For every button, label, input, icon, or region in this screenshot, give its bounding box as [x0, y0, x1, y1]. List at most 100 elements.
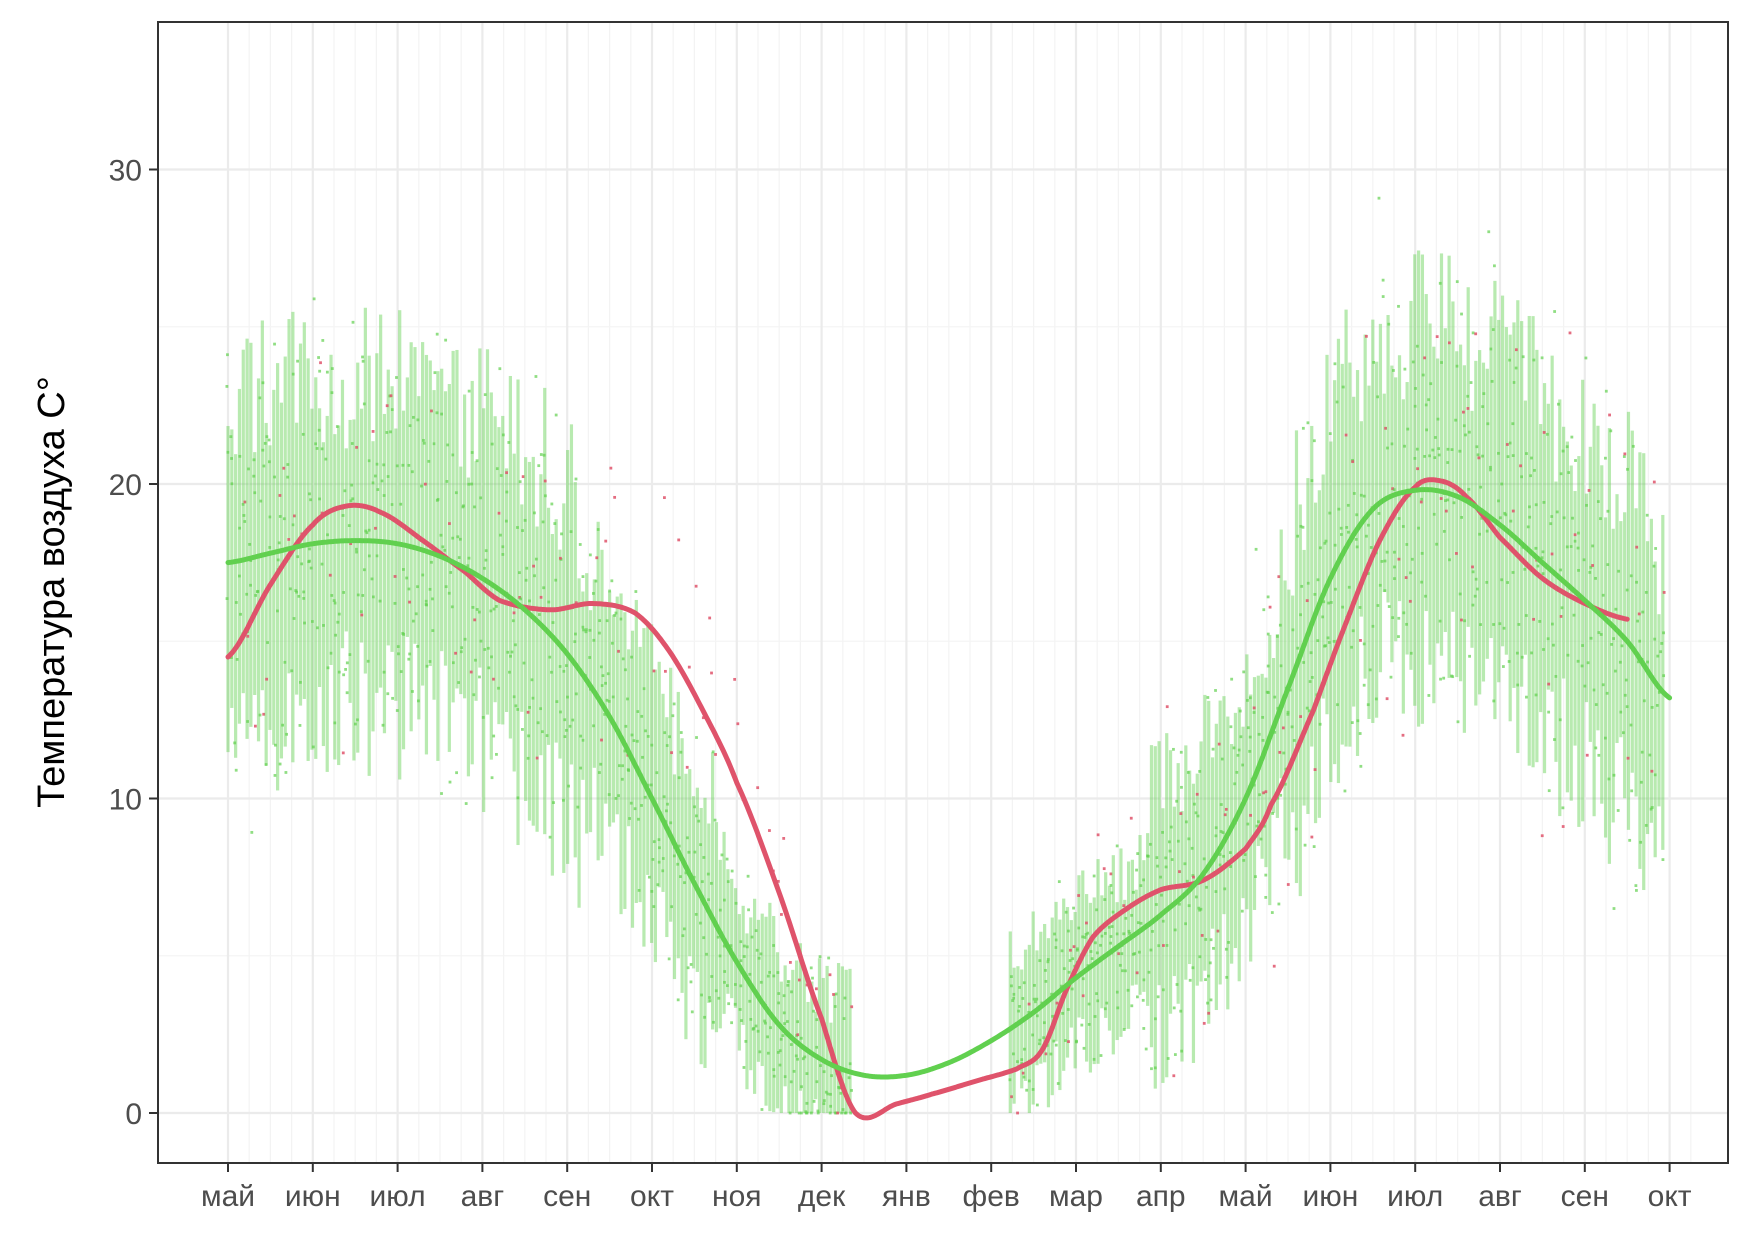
scatter-point [547, 600, 551, 604]
scatter-point [672, 854, 676, 858]
scatter-point [755, 948, 759, 952]
scatter-point [1146, 854, 1149, 858]
scatter-point-cluster [546, 507, 551, 745]
scatter-point [768, 970, 772, 974]
scatter-point [1087, 1002, 1091, 1006]
scatter-point [514, 704, 518, 708]
scatter-point [1086, 931, 1090, 935]
scatter-point [1214, 890, 1218, 893]
scatter-point [510, 650, 514, 654]
scatter-point [543, 494, 547, 498]
scatter-point [766, 1051, 770, 1055]
scatter-point-red [526, 710, 530, 714]
scatter-point [1599, 517, 1602, 521]
scatter-point [705, 952, 708, 956]
scatter-point [329, 651, 333, 655]
scatter-point [1478, 532, 1482, 536]
scatter-point [588, 628, 592, 632]
scatter-point [1474, 577, 1478, 581]
scatter-point [261, 448, 265, 452]
scatter-point [1393, 577, 1396, 581]
scatter-point [1229, 865, 1233, 868]
scatter-point [1060, 949, 1064, 953]
scatter-point [1601, 683, 1605, 687]
scatter-point-red [1135, 971, 1139, 975]
scatter-point-red [1179, 812, 1183, 815]
scatter-point [1038, 1038, 1042, 1042]
scatter-point-red [539, 595, 543, 599]
scatter-point-red [595, 556, 599, 560]
scatter-point-red [360, 613, 364, 617]
scatter-point [1044, 969, 1047, 972]
scatter-point-red [768, 829, 771, 832]
scatter-point [1341, 385, 1345, 389]
scatter-point [1277, 902, 1281, 906]
scatter-point [708, 999, 712, 1003]
scatter-point-cluster [1424, 294, 1428, 612]
scatter-point [1452, 501, 1456, 505]
scatter-point [443, 548, 447, 552]
scatter-point [1133, 952, 1137, 955]
scatter-point [1207, 974, 1210, 978]
scatter-point [1337, 507, 1341, 511]
scatter-point [225, 597, 229, 601]
scatter-point [1302, 661, 1306, 664]
scatter-point [504, 519, 508, 523]
x-tick-label: окт [630, 1180, 674, 1213]
scatter-point [1038, 959, 1042, 963]
scatter-point [540, 730, 544, 734]
scatter-point [288, 587, 292, 591]
scatter-point [309, 498, 313, 502]
scatter-point [309, 566, 313, 570]
scatter-point [1148, 842, 1152, 846]
scatter-point-cluster [405, 377, 409, 637]
scatter-point [385, 431, 389, 434]
scatter-point [843, 996, 847, 1000]
scatter-point [533, 511, 536, 515]
scatter-point [1173, 1053, 1177, 1056]
scatter-point-cluster [775, 952, 780, 1109]
scatter-point [1389, 675, 1393, 679]
scatter-point-cluster [531, 456, 535, 826]
scatter-point [1385, 550, 1389, 554]
scatter-point [1032, 997, 1036, 1001]
scatter-point [1547, 710, 1551, 714]
scatter-point [1294, 827, 1298, 831]
scatter-point-cluster [436, 371, 440, 761]
scatter-point [600, 684, 604, 687]
x-tick-label: дек [798, 1180, 846, 1213]
scatter-point [1547, 789, 1551, 793]
scatter-point [531, 696, 535, 700]
scatter-point-cluster [1565, 441, 1570, 793]
scatter-point [402, 568, 405, 571]
scatter-point-red [497, 511, 501, 515]
scatter-point-red [1419, 500, 1423, 504]
scatter-point-red [1505, 443, 1509, 446]
scatter-point [246, 720, 249, 723]
scatter-point [490, 776, 494, 780]
scatter-point-red [512, 611, 516, 615]
scatter-point-cluster [703, 797, 707, 1068]
scatter-point [783, 1075, 787, 1079]
scatter-point-cluster [653, 669, 657, 963]
scatter-point [1560, 606, 1564, 610]
scatter-point-red [349, 542, 353, 546]
scatter-point [1286, 712, 1290, 716]
scatter-point [1305, 706, 1309, 710]
scatter-point [1299, 613, 1302, 617]
scatter-point-cluster [1401, 399, 1405, 714]
scatter-point [618, 764, 621, 768]
scatter-point-cluster [1512, 322, 1516, 688]
scatter-point [1310, 479, 1314, 482]
scatter-point [574, 477, 578, 481]
scatter-point [1467, 430, 1471, 434]
scatter-point-cluster [1630, 430, 1634, 773]
scatter-point [712, 1020, 715, 1024]
scatter-point [1536, 564, 1540, 568]
scatter-point-cluster [230, 429, 234, 708]
scatter-point [573, 640, 577, 644]
scatter-point [582, 628, 585, 632]
scatter-point-red [714, 753, 717, 756]
scatter-point [440, 412, 444, 416]
scatter-point [390, 408, 394, 411]
